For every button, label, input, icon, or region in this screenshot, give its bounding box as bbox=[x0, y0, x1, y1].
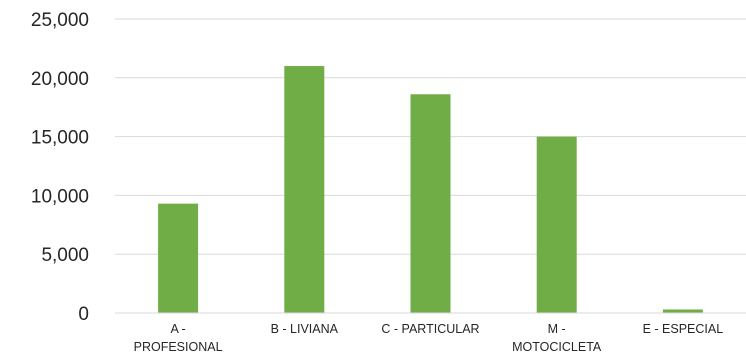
y-axis-tick-labels: 0 5,000 10,000 15,000 20,000 25,000 bbox=[31, 10, 89, 325]
y-tick-label: 20,000 bbox=[31, 69, 89, 90]
bar bbox=[158, 203, 199, 313]
y-tick-label: 0 bbox=[78, 304, 89, 325]
x-tick-label: A - PROFESIONAL bbox=[134, 322, 223, 354]
x-tick-label-line: C - PARTICULAR bbox=[381, 322, 479, 336]
x-tick-label-line: MOTOCICLETA bbox=[512, 340, 602, 354]
x-tick-label-line: PROFESIONAL bbox=[134, 340, 223, 354]
bar bbox=[536, 136, 577, 313]
x-tick-label: M - MOTOCICLETA bbox=[512, 322, 602, 354]
bar bbox=[410, 94, 451, 313]
y-tick-label: 10,000 bbox=[31, 186, 89, 207]
bars bbox=[158, 66, 703, 313]
bar bbox=[284, 66, 325, 313]
y-tick-label: 25,000 bbox=[31, 10, 89, 31]
y-tick-label: 5,000 bbox=[41, 245, 89, 266]
x-tick-label: B - LIVIANA bbox=[271, 322, 339, 336]
x-tick-label-line: B - LIVIANA bbox=[271, 322, 339, 336]
x-axis-tick-labels: A - PROFESIONAL B - LIVIANA C - PARTICULAR M… bbox=[134, 322, 724, 354]
y-tick-label: 15,000 bbox=[31, 128, 89, 149]
x-tick-label-line: E - ESPECIAL bbox=[643, 322, 724, 336]
x-tick-label: E - ESPECIAL bbox=[643, 322, 724, 336]
x-tick-label: C - PARTICULAR bbox=[381, 322, 479, 336]
x-tick-label-line: M - bbox=[548, 322, 566, 336]
x-tick-label-line: A - bbox=[170, 322, 185, 336]
bar bbox=[662, 309, 703, 313]
